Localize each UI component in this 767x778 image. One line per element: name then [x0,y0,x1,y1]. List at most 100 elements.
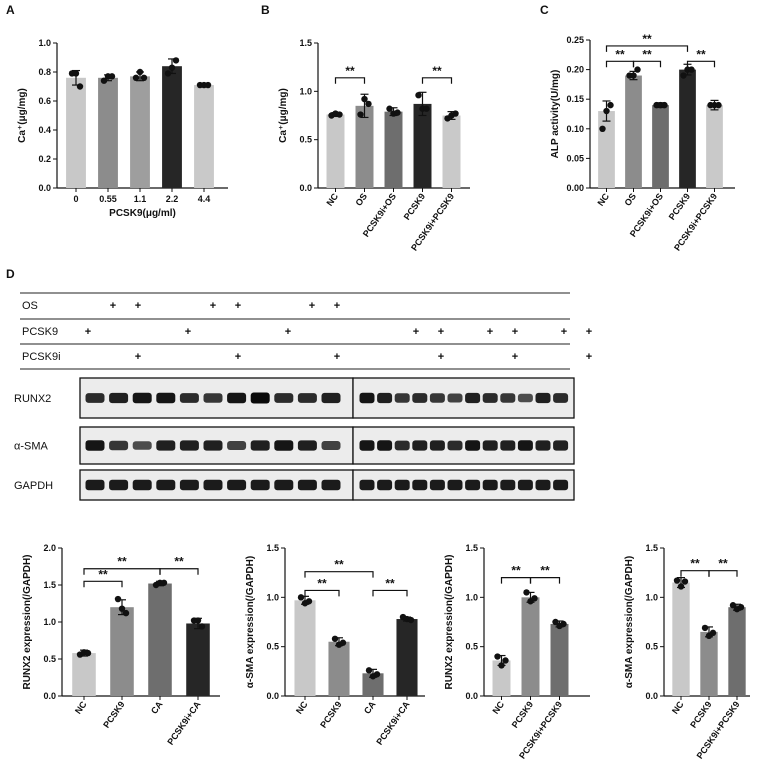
band [377,392,393,404]
band [465,440,481,451]
data-point [204,81,212,89]
band [203,393,223,403]
data-point [407,616,415,624]
condition-plus: + [512,326,518,338]
band [85,393,105,403]
band [553,393,569,403]
x-tick-label: NC [73,699,89,716]
data-point [122,609,130,617]
chart-d2: 0.0 0.5 1.0 1.5 α-SMA expression(/GAPDH) NC PC… [245,543,425,747]
y-axis-label: RUNX2 expression(/GAPDH) [444,554,455,689]
data-point [140,74,148,82]
bar [706,105,723,188]
band [156,440,176,451]
y-tick-label: 1.5 [645,543,658,553]
data-point [630,72,637,79]
data-point [603,107,610,115]
y-tick-label: 0.2 [38,154,51,164]
x-tick-label: PCSK9i+CA [374,699,412,747]
data-point [599,125,606,132]
significance-label: ** [117,555,127,569]
data-point [423,105,430,112]
x-tick-label: 0 [73,194,78,204]
chart-d3: 0.0 0.5 1.0 1.5 RUNX2 expression(/GAPDH) NC PC… [444,543,590,761]
condition-plus: + [586,351,592,363]
band [179,440,199,451]
data-point [688,66,695,73]
data-point [498,662,505,669]
band [85,440,105,451]
bar [672,582,690,696]
bar [413,103,432,188]
data-point [681,578,689,585]
data-point [415,92,422,99]
data-point [373,671,381,678]
band [429,440,445,451]
bar [679,69,696,188]
band [482,393,498,403]
band [132,479,152,491]
y-tick-label: 0.8 [38,67,51,77]
data-point [494,653,501,660]
bar [355,105,374,188]
y-axis-label: α-SMA expression(/GAPDH) [245,556,256,688]
band [482,479,498,491]
band [85,479,105,491]
data-point [336,111,343,118]
bar [396,619,418,696]
condition-plus: + [438,351,444,363]
panel-letter-d: D [6,267,15,281]
significance-bracket [680,570,710,577]
band [500,393,516,403]
band [297,479,317,491]
significance-label: ** [718,557,728,571]
significance-bracket [529,577,561,584]
significance-bracket [605,45,689,52]
band [321,441,341,450]
data-point [168,64,176,71]
band [156,392,176,404]
y-tick-label: 0.5 [43,654,56,664]
band [203,479,223,491]
data-point [357,111,364,118]
y-tick-label: 0.0 [299,183,312,193]
data-point [701,624,709,632]
y-tick-label: 0.0 [645,691,658,701]
data-point [673,577,681,584]
band [250,392,270,404]
data-point [194,617,202,624]
band-label: RUNX2 [14,393,51,405]
data-point [114,595,122,603]
band [179,479,199,491]
bar [72,653,96,696]
band [412,393,428,403]
data-point [560,620,567,628]
y-tick-label: 0.15 [566,94,584,104]
y-axis-label: Ca⁺(μg/mg) [17,88,28,143]
significance-label: ** [174,555,184,569]
data-point [452,110,459,117]
band [109,479,129,491]
band [517,440,533,451]
x-tick-label: NC [670,699,686,716]
band [447,479,463,491]
band [377,440,393,451]
x-tick-label: NC [294,699,310,716]
x-tick-label: PCSK9 [101,699,126,729]
significance-bracket [159,568,199,575]
x-tick-label: OS [622,191,638,207]
condition-plus: + [309,300,315,312]
band [394,393,410,403]
data-point [339,639,347,646]
bar [700,631,718,696]
band [447,393,463,403]
condition-plus: + [235,300,241,312]
band [297,393,317,403]
band [250,440,270,451]
band [553,479,569,491]
data-point [108,73,116,80]
significance-label: ** [642,47,652,61]
band [412,440,428,451]
y-axis-label: α-SMA expression(/GAPDH) [624,556,635,688]
bar [521,597,540,696]
